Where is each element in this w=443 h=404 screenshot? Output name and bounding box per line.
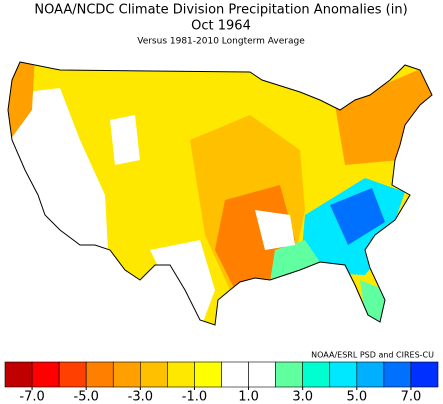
colorbar-label: -1.0 <box>182 390 207 404</box>
colorbar-box <box>275 361 303 388</box>
period: Oct 1964 <box>191 19 251 34</box>
colorbar-box <box>167 361 195 388</box>
colorbar-box <box>329 361 358 388</box>
colorbar-box <box>194 361 222 388</box>
colorbar-box <box>85 361 114 388</box>
colorbar-label: -3.0 <box>128 390 153 404</box>
colorbar-box <box>31 361 60 388</box>
colorbar-label: 1.0 <box>238 390 259 404</box>
subtitle: Versus 1981-2010 Longterm Average <box>137 37 305 47</box>
title: NOAA/NCDC Climate Division Precipitation… <box>34 3 407 18</box>
colorbar-box <box>221 361 249 388</box>
colorbar-label: -7.0 <box>19 390 44 404</box>
colorbar-box <box>58 361 87 388</box>
colorbar-box <box>4 361 33 388</box>
colorbar-box <box>112 361 141 388</box>
credit: NOAA/ESRL PSD and CIRES-CU <box>311 351 434 360</box>
colorbar-label: 7.0 <box>401 390 422 404</box>
colorbar-box <box>302 361 331 388</box>
colorbar-box <box>140 361 168 388</box>
us-outline <box>7 61 433 326</box>
colorbar-label: -5.0 <box>74 390 99 404</box>
colorbar-box <box>410 361 439 388</box>
colorbar-label: 5.0 <box>346 390 367 404</box>
colorbar-label: 3.0 <box>292 390 313 404</box>
colorbar-box <box>248 361 276 388</box>
colorbar-box <box>356 361 385 388</box>
colorbar-box <box>383 361 412 388</box>
